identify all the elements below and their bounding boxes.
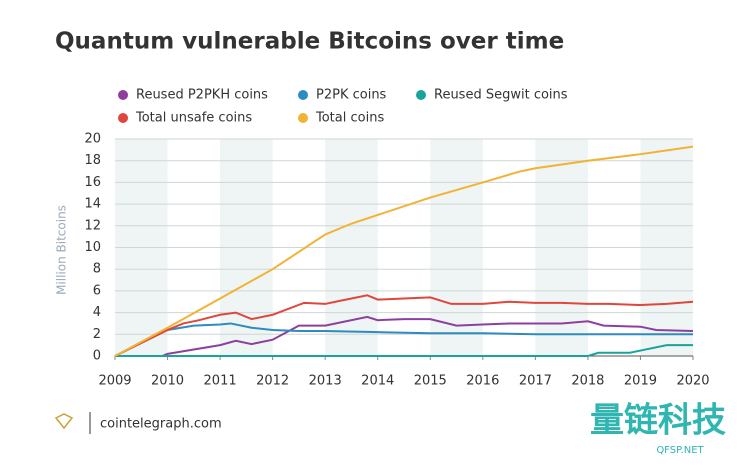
y-tick-label: 12 [84, 218, 101, 233]
x-tick-label: 2018 [571, 374, 604, 389]
legend-label: Total unsafe coins [135, 111, 252, 126]
y-axis-label: Million Bitcoins [55, 205, 69, 295]
x-tick-label: 2012 [256, 374, 289, 389]
y-tick-label: 4 [93, 305, 101, 320]
series-line [115, 315, 694, 357]
chart-title: Quantum vulnerable Bitcoins over time [55, 29, 564, 55]
y-tick-label: 8 [93, 262, 101, 277]
series-line [115, 344, 693, 357]
x-tick-label: 2010 [151, 374, 184, 389]
y-tick-label: 2 [93, 327, 101, 342]
watermark: 量链科技 [590, 401, 726, 441]
logo [54, 413, 74, 430]
x-tick-label: 2020 [676, 374, 709, 389]
watermark-sub: QFSP.NET [656, 445, 704, 456]
legend-marker [416, 90, 426, 100]
legend-label: Reused P2PKH coins [136, 88, 268, 103]
y-tick-label: 14 [84, 197, 101, 212]
source: cointelegraph.com [100, 417, 222, 432]
legend-marker [118, 90, 128, 100]
x-tick-label: 2015 [414, 374, 447, 389]
x-tick-label: 2017 [519, 374, 552, 389]
series-line [114, 322, 693, 357]
legend-marker [298, 113, 308, 123]
series-line [114, 145, 694, 357]
x-tick-label: 2016 [466, 374, 499, 389]
y-tick-label: 10 [84, 240, 101, 255]
series-line [114, 294, 694, 357]
y-tick-label: 6 [93, 283, 101, 298]
x-tick-label: 2014 [361, 374, 394, 389]
y-tick-label: 16 [84, 175, 101, 190]
y-tick-label: 18 [84, 153, 101, 168]
legend-label: Total coins [315, 111, 384, 126]
x-tick-label: 2011 [204, 374, 237, 389]
legend-label: P2PK coins [316, 88, 387, 103]
y-tick-label: 0 [93, 349, 101, 364]
x-tick-label: 2019 [624, 374, 657, 389]
legend-label: Reused Segwit coins [434, 88, 568, 103]
x-tick-label: 2013 [309, 374, 342, 389]
legend-marker [298, 90, 308, 100]
x-tick-label: 2009 [98, 374, 131, 389]
y-tick-label: 20 [84, 132, 101, 147]
legend-marker [118, 113, 128, 123]
